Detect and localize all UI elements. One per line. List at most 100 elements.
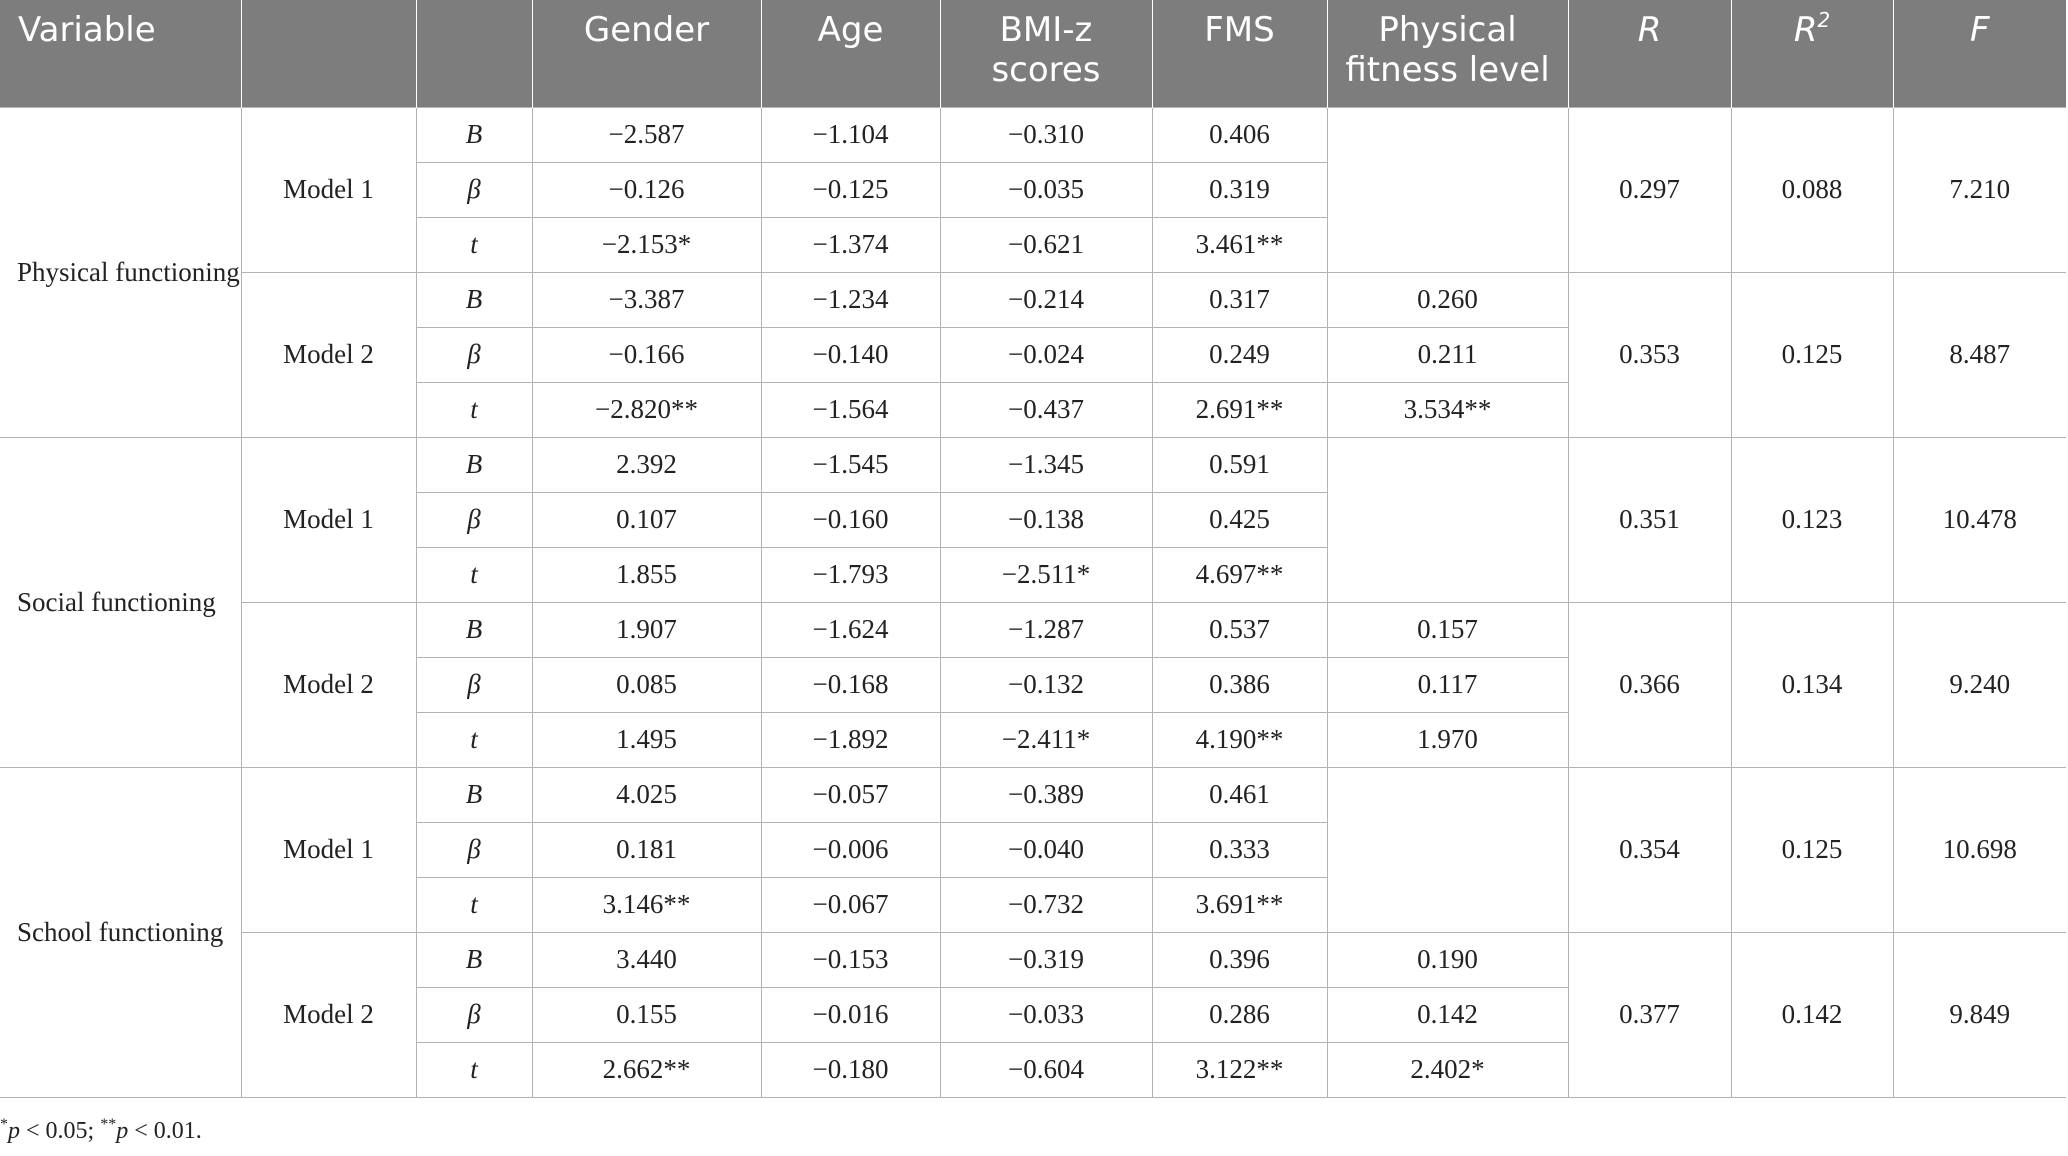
cell-bmi: −0.310 [939, 106, 1153, 163]
cell-age: −1.624 [760, 601, 941, 658]
cell-age: −0.153 [760, 931, 941, 988]
stat-label: β [415, 821, 533, 878]
cell-gender: −0.166 [531, 326, 762, 383]
header-model [240, 0, 416, 107]
model-label: Model 2 [240, 601, 417, 768]
table-row: Model 2 B 3.440 −0.153 −0.319 0.396 0.190 0.377… [0, 931, 2066, 1098]
cell-fms: 0.317 [1151, 271, 1328, 328]
cell-bmi: −0.138 [939, 491, 1153, 548]
cell-gender: 1.855 [531, 546, 762, 603]
header-stat [415, 0, 532, 107]
cell-gender: 0.107 [531, 491, 762, 548]
stat-label: t [415, 876, 533, 933]
table-body: Physical functioning Model 1 B −2.587 −1.104… [0, 106, 2066, 1098]
cell-fms: 0.537 [1151, 601, 1328, 658]
cell-r-squared: 0.134 [1730, 601, 1894, 768]
cell-physical-fitness-level: 1.970 [1326, 711, 1569, 768]
cell-f: 10.698 [1892, 766, 2066, 933]
cell-r: 0.297 [1567, 106, 1732, 273]
cell-fms: 0.386 [1151, 656, 1328, 713]
cell-bmi: −0.319 [939, 931, 1153, 988]
cell-age: −1.374 [760, 216, 941, 273]
stat-label: t [415, 381, 533, 438]
cell-bmi: −0.389 [939, 766, 1153, 823]
cell-bmi: −0.732 [939, 876, 1153, 933]
table-row: School functioning Model 1 B 4.025 −0.057 −0.… [0, 766, 2066, 1098]
table-row: t −2.820** −1.564 −0.437 2.691** 3.534** [0, 381, 2066, 438]
cell-r: 0.377 [1567, 931, 1732, 1098]
header-f: F [1892, 0, 2066, 107]
cell-fms: 3.461** [1151, 216, 1328, 273]
cell-r: 0.351 [1567, 436, 1732, 603]
regression-table: Variable Gender Age BMI-z scores FMS Phy… [0, 0, 2066, 1098]
stat-label: B [415, 601, 533, 658]
table-row: Social functioning Model 1 B 2.392 −1.545 −1.… [0, 436, 2066, 768]
footnote-sig2-mark: ** [100, 1116, 117, 1133]
table-row: t 1.495 −1.892 −2.411* 4.190** 1.970 [0, 711, 2066, 768]
cell-r-squared: 0.123 [1730, 436, 1894, 603]
cell-f: 9.240 [1892, 601, 2066, 768]
cell-gender: 1.495 [531, 711, 762, 768]
cell-r-squared: 0.088 [1730, 106, 1894, 273]
cell-fms: 0.406 [1151, 106, 1328, 163]
cell-age: −0.160 [760, 491, 941, 548]
cell-physical-fitness-level-empty [1326, 436, 1569, 603]
table-row: β 0.085 −0.168 −0.132 0.386 0.117 [0, 656, 2066, 713]
cell-bmi: −0.035 [939, 161, 1153, 218]
cell-r: 0.354 [1567, 766, 1732, 933]
stat-label: B [415, 931, 533, 988]
cell-bmi: −0.621 [939, 216, 1153, 273]
model-label: Model 2 [240, 931, 417, 1098]
cell-bmi: −2.411* [939, 711, 1153, 768]
variable-label: Social functioning [0, 436, 242, 768]
cell-f: 10.478 [1892, 436, 2066, 603]
cell-gender: −2.820** [531, 381, 762, 438]
header-gender: Gender [531, 0, 761, 107]
cell-gender: 3.146** [531, 876, 762, 933]
cell-fms: 4.697** [1151, 546, 1328, 603]
stat-label: β [415, 326, 533, 383]
stat-label: B [415, 436, 533, 493]
cell-age: −1.545 [760, 436, 941, 493]
cell-physical-fitness-level: 0.142 [1326, 986, 1569, 1043]
cell-bmi: −1.287 [939, 601, 1153, 658]
cell-age: −0.180 [760, 1041, 941, 1098]
cell-age: −0.140 [760, 326, 941, 383]
cell-physical-fitness-level: 0.260 [1326, 271, 1569, 328]
stat-label: β [415, 161, 533, 218]
cell-physical-fitness-level-empty [1326, 106, 1569, 273]
cell-gender: 0.181 [531, 821, 762, 878]
cell-r-squared: 0.142 [1730, 931, 1894, 1098]
cell-fms: 3.122** [1151, 1041, 1328, 1098]
header-row: Variable Gender Age BMI-z scores FMS Phy… [0, 0, 2066, 107]
cell-age: −0.006 [760, 821, 941, 878]
cell-bmi: −0.024 [939, 326, 1153, 383]
cell-bmi: −0.437 [939, 381, 1153, 438]
cell-fms: 0.249 [1151, 326, 1328, 383]
cell-gender: −2.153* [531, 216, 762, 273]
cell-age: −0.125 [760, 161, 941, 218]
header-physical-fitness-level: Physical fitness level [1326, 0, 1568, 107]
cell-fms: 3.691** [1151, 876, 1328, 933]
header-bmi: BMI-z scores [939, 0, 1152, 107]
footnote-sig1-p: p [8, 1118, 20, 1144]
table-row: t 3.146** −0.067 −0.732 3.691** [0, 876, 2066, 933]
cell-age: −1.234 [760, 271, 941, 328]
cell-gender: 0.155 [531, 986, 762, 1043]
header-r-squared-sup: 2 [1817, 8, 1831, 32]
cell-age: −1.892 [760, 711, 941, 768]
cell-f: 7.210 [1892, 106, 2066, 273]
cell-fms: 0.396 [1151, 931, 1328, 988]
cell-physical-fitness-level: 0.117 [1326, 656, 1569, 713]
cell-gender: −3.387 [531, 271, 762, 328]
cell-physical-fitness-level-empty [1326, 766, 1569, 933]
header-variable: Variable [0, 0, 241, 107]
cell-r-squared: 0.125 [1730, 271, 1894, 438]
cell-fms: 0.425 [1151, 491, 1328, 548]
cell-physical-fitness-level: 3.534** [1326, 381, 1569, 438]
cell-r-squared: 0.125 [1730, 766, 1894, 933]
stat-label: t [415, 216, 533, 273]
cell-bmi: −0.033 [939, 986, 1153, 1043]
footnote-sig1-text: < 0.05; [20, 1118, 101, 1144]
header-fms: FMS [1151, 0, 1327, 107]
